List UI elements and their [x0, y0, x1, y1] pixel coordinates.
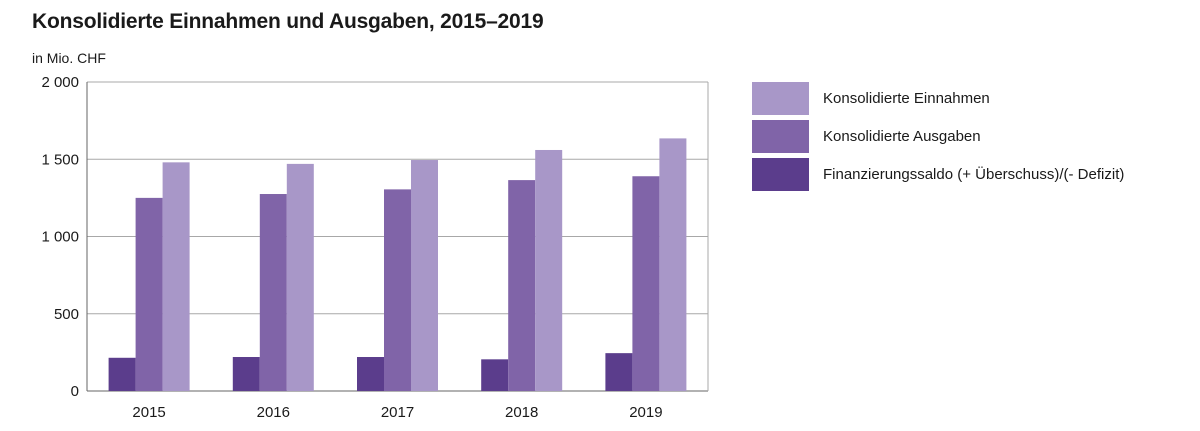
- legend-swatch: [752, 158, 809, 191]
- bar: [535, 149, 563, 391]
- x-tick-label: 2016: [257, 404, 290, 421]
- y-tick-label: 500: [54, 306, 79, 323]
- bar: [232, 357, 260, 391]
- x-tick-label: 2017: [381, 404, 414, 421]
- bars: [108, 138, 687, 391]
- legend-label: Konsolidierte Einnahmen: [823, 90, 990, 107]
- bar: [108, 357, 136, 391]
- legend-swatch: [752, 120, 809, 153]
- x-tick-label: 2015: [132, 404, 165, 421]
- bar: [286, 163, 314, 391]
- bar: [632, 176, 660, 391]
- bar: [605, 353, 633, 391]
- legend: Konsolidierte Einnahmen Konsolidierte Aus…: [752, 82, 1124, 196]
- y-tick-labels: 0 500 1 000 1 500 2 000: [41, 74, 79, 400]
- x-tick-label: 2019: [629, 404, 662, 421]
- legend-item: Finanzierungssaldo (+ Überschuss)/(- Def…: [752, 158, 1124, 191]
- y-tick-label: 1 500: [41, 151, 79, 168]
- y-tick-label: 1 000: [41, 229, 79, 246]
- bar: [411, 160, 438, 391]
- bar: [481, 359, 509, 391]
- bar: [357, 357, 384, 391]
- bar: [508, 180, 536, 391]
- legend-label: Finanzierungssaldo (+ Überschuss)/(- Def…: [823, 166, 1125, 183]
- bar: [135, 197, 163, 391]
- y-tick-label: 0: [71, 383, 79, 400]
- y-tick-label: 2 000: [41, 74, 79, 91]
- x-tick-label: 2018: [505, 404, 538, 421]
- bar: [259, 194, 287, 391]
- bar: [659, 138, 687, 391]
- gridlines: [86, 81, 709, 392]
- legend-item: Konsolidierte Ausgaben: [752, 120, 1124, 153]
- chart-title: Konsolidierte Einnahmen und Ausgaben, 20…: [32, 10, 544, 33]
- legend-swatch: [752, 82, 809, 115]
- legend-item: Konsolidierte Einnahmen: [752, 82, 1124, 115]
- legend-label: Konsolidierte Ausgaben: [823, 128, 981, 145]
- x-tick-labels: 2015 2016 2017 2018 2019: [132, 404, 662, 421]
- bar: [162, 162, 190, 391]
- unit-label: in Mio. CHF: [32, 50, 106, 66]
- bar: [384, 189, 411, 391]
